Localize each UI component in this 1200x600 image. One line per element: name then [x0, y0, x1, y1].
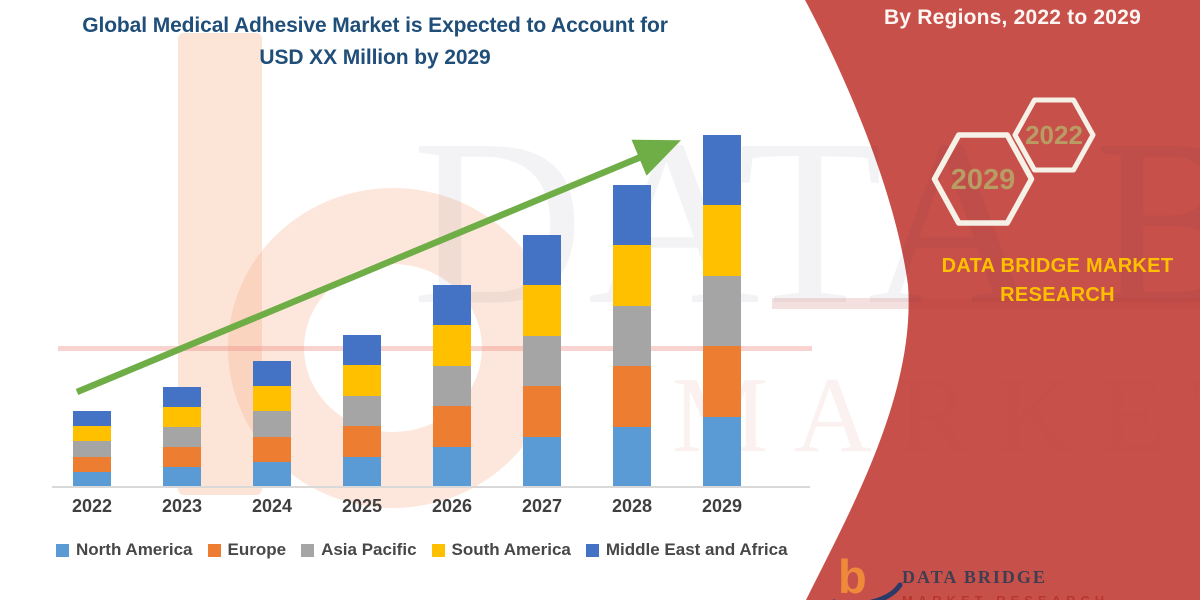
bar-segment-europe [163, 447, 201, 467]
bar-segment-north-america [253, 461, 291, 487]
legend-swatch-icon [56, 543, 69, 557]
bar-segment-north-america [433, 446, 471, 487]
brand-name: DATA BRIDGE MARKET RESEARCH [915, 252, 1200, 310]
x-axis-label: 2027 [521, 496, 563, 516]
bar-segment-middle-east-and-africa [343, 335, 381, 366]
plot-area [0, 100, 810, 487]
bar-segment-middle-east-and-africa [73, 411, 111, 427]
x-axis-label: 2024 [251, 496, 293, 516]
bar-segment-south-america [253, 386, 291, 412]
bar-segment-north-america [73, 471, 111, 487]
bar-segment-south-america [703, 205, 741, 276]
bar-2023 [163, 387, 201, 487]
legend-label: Middle East and Africa [605, 540, 788, 559]
bar-segment-north-america [343, 456, 381, 487]
legend-item-asia-pacific: Asia Pacific [301, 540, 417, 560]
legend-item-north-america: North America [56, 540, 193, 560]
bar-segment-asia-pacific [433, 365, 471, 407]
x-axis-label: 2025 [341, 496, 383, 516]
bar-segment-europe [433, 406, 471, 447]
bar-segment-asia-pacific [163, 427, 201, 447]
chart-title-line2: USD XX Million by 2029 [259, 45, 491, 69]
bar-segment-europe [703, 346, 741, 417]
bar-segment-asia-pacific [613, 305, 651, 367]
x-axis-labels: 2022 2023 2024 2025 2026 2027 2028 2029 [0, 496, 810, 520]
panel-heading: By Regions, 2022 to 2029 [884, 6, 1141, 29]
bar-segment-south-america [163, 407, 201, 427]
legend-swatch-icon [207, 543, 221, 557]
bar-segment-asia-pacific [343, 395, 381, 427]
legend-label: Asia Pacific [321, 540, 417, 559]
bar-segment-north-america [703, 416, 741, 487]
logo-swoosh-icon [832, 582, 903, 600]
legend-label: South America [451, 540, 571, 559]
bar-2022 [73, 411, 111, 487]
bar-segment-middle-east-and-africa [613, 185, 651, 246]
bar-segment-middle-east-and-africa [433, 285, 471, 326]
bar-segment-asia-pacific [253, 411, 291, 437]
x-axis-label: 2029 [701, 496, 743, 516]
legend-item-south-america: South America [431, 540, 571, 560]
bar-segment-north-america [613, 426, 651, 487]
bar-segment-europe [523, 386, 561, 437]
bar-2029 [703, 135, 741, 487]
bar-2026 [433, 285, 471, 487]
bar-segment-south-america [433, 325, 471, 366]
bar-2028 [613, 185, 651, 487]
chart-legend: North America Europe Asia Pacific South Ame… [56, 540, 803, 560]
bar-segment-asia-pacific [73, 441, 111, 457]
logo-name-text: DATA BRIDGE [902, 567, 1047, 587]
bar-segment-europe [73, 456, 111, 472]
chart-title: Global Medical Adhesive Market is Expect… [45, 10, 705, 73]
bar-segment-south-america [343, 365, 381, 396]
bar-segment-middle-east-and-africa [523, 235, 561, 286]
bar-segment-europe [253, 436, 291, 462]
legend-item-europe: Europe [207, 540, 287, 560]
legend-swatch-icon [431, 543, 445, 557]
bar-2025 [343, 335, 381, 487]
bar-segment-middle-east-and-africa [163, 387, 201, 407]
brand-name-line2: RESEARCH [1000, 284, 1115, 306]
bar-segment-middle-east-and-africa [703, 135, 741, 206]
x-axis-label: 2023 [161, 496, 203, 516]
bar-segment-middle-east-and-africa [253, 361, 291, 387]
bar-2024 [253, 361, 291, 487]
bar-segment-south-america [73, 426, 111, 442]
x-axis-label: 2028 [611, 496, 653, 516]
bar-segment-europe [613, 366, 651, 427]
bar-segment-north-america [523, 436, 561, 487]
bar-segment-asia-pacific [523, 335, 561, 387]
bar-segment-south-america [523, 285, 561, 336]
legend-item-middle-east-and-africa: Middle East and Africa [585, 540, 788, 560]
bar-segment-asia-pacific [703, 275, 741, 347]
chart-title-line1: Global Medical Adhesive Market is Expect… [82, 14, 668, 37]
x-axis-label: 2022 [71, 496, 113, 516]
legend-swatch-icon [585, 543, 599, 557]
bar-segment-south-america [613, 245, 651, 306]
bar-segment-north-america [163, 467, 201, 487]
bar-segment-europe [343, 426, 381, 457]
legend-label: North America [76, 540, 193, 559]
brand-b-icon: b [838, 550, 867, 600]
data-bridge-logo: b DATA BRIDGE MARKET RESEARCH [832, 550, 1166, 600]
logo-sub-text: MARKET RESEARCH [902, 593, 1109, 600]
bar-2027 [523, 235, 561, 487]
legend-swatch-icon [301, 543, 315, 557]
x-axis-line [52, 486, 810, 488]
legend-label: Europe [227, 540, 287, 559]
x-axis-label: 2026 [431, 496, 473, 516]
brand-name-line1: DATA BRIDGE MARKET [941, 255, 1174, 277]
red-panel-shape [805, 0, 1200, 600]
